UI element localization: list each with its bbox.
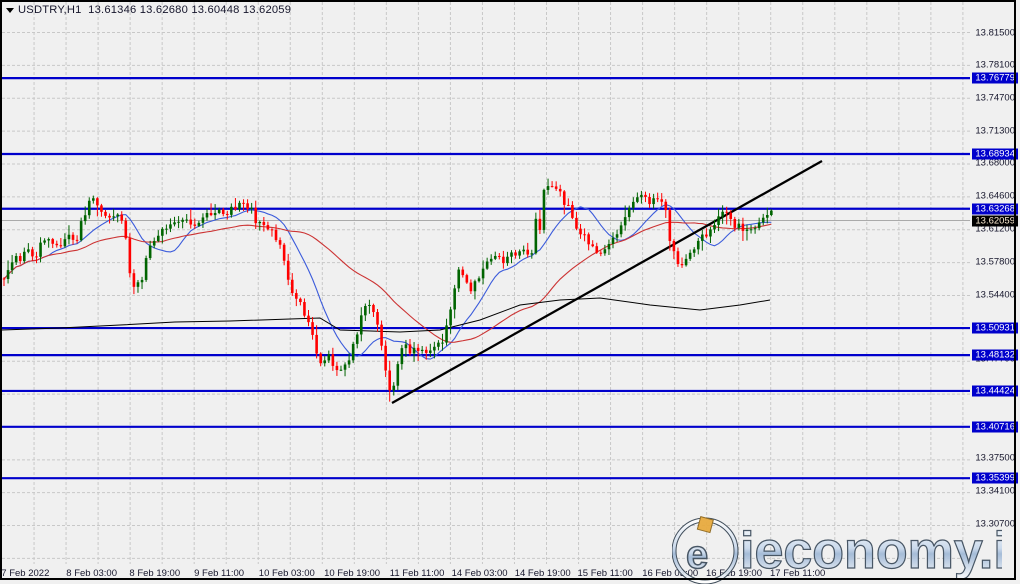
svg-text:e: e (686, 533, 708, 577)
svg-text:ieconomy.io: ieconomy.io (740, 522, 1002, 580)
